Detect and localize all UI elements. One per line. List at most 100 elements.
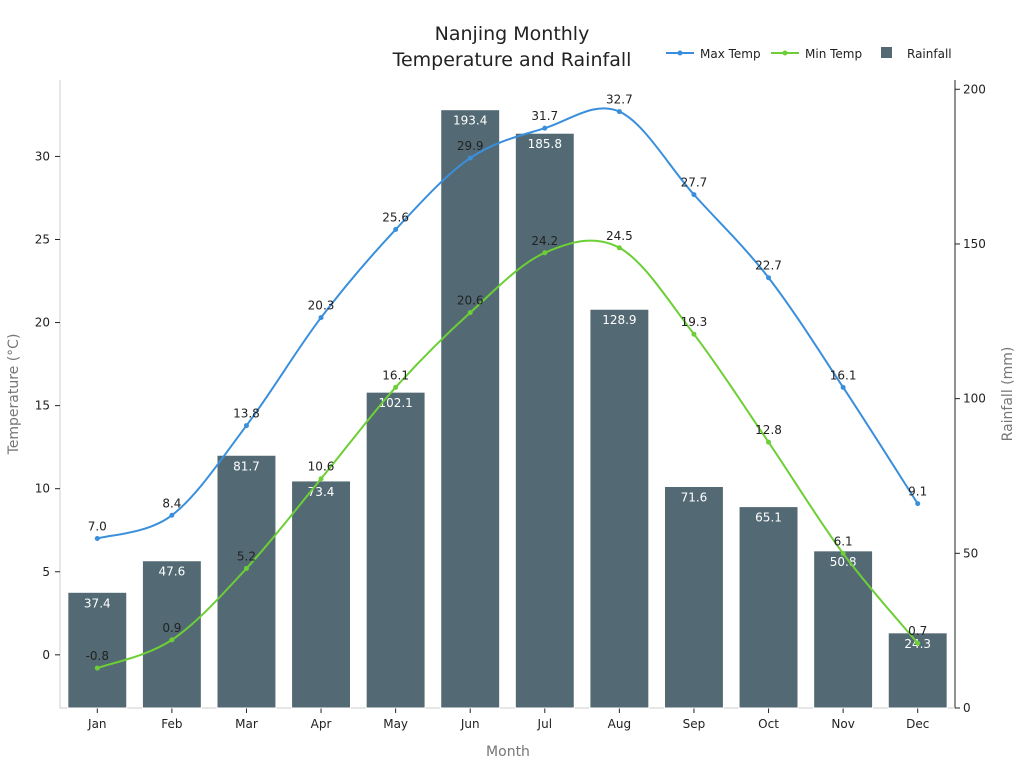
max-temp-point [243, 423, 249, 429]
min-temp-point [393, 384, 399, 390]
rainfall-bar-label: 47.6 [159, 565, 186, 579]
max-temp-point-label: 25.6 [382, 211, 409, 225]
x-tick-label: Sep [683, 717, 706, 731]
rainfall-bar-label: 37.4 [84, 596, 111, 610]
x-tick-label: Jul [537, 717, 552, 731]
max-temp-point [393, 227, 399, 233]
max-temp-point-label: 22.7 [755, 259, 782, 273]
x-tick-label: Feb [161, 717, 182, 731]
rainfall-bar-label: 128.9 [602, 313, 636, 327]
max-temp-point-label: 27.7 [681, 176, 708, 190]
min-temp-point-label: 24.2 [531, 234, 558, 248]
x-tick-label: Mar [235, 717, 258, 731]
y-left-tick-label: 10 [35, 482, 50, 496]
legend-label-max-temp: Max Temp [700, 47, 761, 61]
y-left-tick-label: 0 [42, 648, 50, 662]
x-tick-label: Aug [608, 717, 631, 731]
max-temp-point [840, 384, 846, 390]
max-temp-point-label: 7.0 [88, 520, 107, 534]
max-temp-point-label: 32.7 [606, 93, 633, 107]
x-tick-label: Jan [87, 717, 107, 731]
x-axis-title: Month [486, 744, 530, 760]
max-temp-point [169, 512, 175, 518]
legend-label-min-temp: Min Temp [805, 47, 862, 61]
max-temp-point [542, 125, 548, 131]
min-temp-point-label: 12.8 [755, 423, 782, 437]
max-temp-point [318, 315, 324, 321]
min-temp-point-label: 6.1 [834, 534, 853, 548]
min-temp-point [691, 331, 697, 337]
min-temp-point [766, 439, 772, 445]
min-temp-point-label: -0.8 [86, 649, 109, 663]
y-left-tick-label: 25 [35, 232, 50, 246]
min-temp-point-label: 24.5 [606, 229, 633, 243]
legend-item-rainfall[interactable]: Rainfall [881, 47, 952, 61]
min-temp-point [169, 637, 175, 643]
min-temp-point [915, 640, 921, 646]
y-axis-right-title: Rainfall (mm) [1000, 347, 1016, 442]
x-tick-label: Nov [831, 717, 854, 731]
min-temp-point [318, 476, 324, 482]
min-temp-point-label: 20.6 [457, 294, 484, 308]
min-temp-point-label: 0.7 [908, 624, 927, 638]
min-temp-point-label: 19.3 [681, 315, 708, 329]
rainfall-bar [216, 454, 277, 709]
y-left-tick-label: 20 [35, 316, 50, 330]
legend[interactable]: Max Temp Min Temp Rainfall [666, 47, 952, 61]
x-tick-label: Apr [311, 717, 332, 731]
x-tick-label: May [383, 717, 408, 731]
max-temp-point-label: 20.3 [308, 299, 335, 313]
min-temp-point-label: 5.2 [237, 549, 256, 563]
rainfall-bar [440, 109, 501, 709]
legend-label-rainfall: Rainfall [907, 47, 952, 61]
rainfall-bar [365, 391, 426, 709]
max-temp-point-label: 29.9 [457, 139, 484, 153]
min-temp-point [542, 250, 548, 256]
rainfall-bar-label: 193.4 [453, 114, 487, 128]
rainfall-bar [141, 560, 202, 709]
x-tick-label: Oct [758, 717, 779, 731]
min-temp-line [96, 239, 919, 670]
legend-item-max-temp[interactable]: Max Temp [666, 47, 761, 61]
min-temp-point [243, 565, 249, 571]
max-temp-point [616, 109, 622, 115]
y-axis-left-title: Temperature (°C) [6, 334, 22, 456]
max-temp-point-label: 16.1 [830, 368, 857, 382]
legend-marker-max-temp [677, 50, 683, 56]
min-temp-point-label: 10.6 [308, 460, 335, 474]
min-temp-point [616, 245, 622, 251]
rainfall-bar-label: 73.4 [308, 485, 335, 499]
x-tick-label: Dec [906, 717, 929, 731]
temperature-lines: 7.0 8.4 13.8 20.3 25.6 29.9 31.7 32.7 27.7 22.7 16… [86, 93, 927, 671]
max-temp-point [94, 536, 100, 542]
rainfall-bar [67, 591, 128, 709]
rainfall-bar-label: 185.8 [528, 137, 562, 151]
max-temp-point [766, 275, 772, 281]
rainfall-bar-label: 71.6 [681, 490, 708, 504]
rainfall-bar [663, 485, 724, 709]
min-temp-point [94, 665, 100, 671]
rainfall-bar-label: 50.8 [830, 555, 857, 569]
max-temp-point-label: 13.8 [233, 407, 260, 421]
max-temp-point-label: 31.7 [531, 109, 558, 123]
y-right-tick-label: 50 [963, 546, 978, 560]
rainfall-bar-label: 65.1 [755, 511, 782, 525]
rainfall-bar-label: 102.1 [378, 396, 412, 410]
max-temp-point-label: 9.1 [908, 485, 927, 499]
min-temp-point-label: 16.1 [382, 368, 409, 382]
rainfall-bar-label: 81.7 [233, 459, 260, 473]
max-temp-point [467, 155, 473, 161]
y-right-tick-label: 0 [963, 701, 971, 715]
y-left-tick-label: 5 [42, 565, 50, 579]
y-right-tick-label: 200 [963, 82, 986, 96]
max-temp-point [915, 501, 921, 507]
x-tick-label: Jun [460, 717, 480, 731]
min-temp-point-label: 0.9 [162, 621, 181, 635]
legend-item-min-temp[interactable]: Min Temp [771, 47, 862, 61]
axes: 0 5 10 15 20 25 30 0 50 100 150 200 Jan Feb Mar Apr May J… [35, 80, 986, 731]
y-left-tick-label: 15 [35, 399, 50, 413]
min-temp-point [840, 550, 846, 556]
rainfall-bar [589, 308, 650, 709]
chart-title: Nanjing Monthly Temperature and Rainfall [392, 23, 632, 71]
